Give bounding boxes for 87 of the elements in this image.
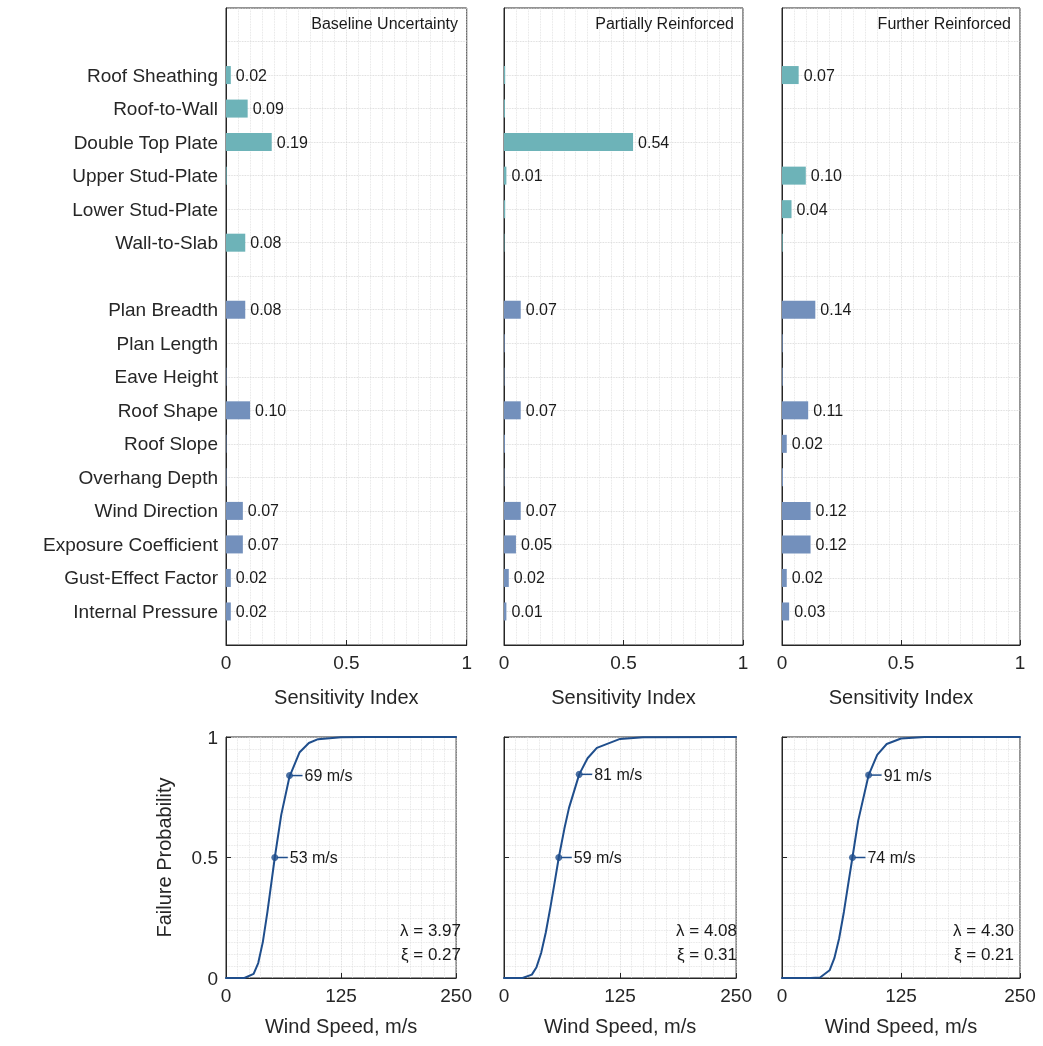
data-label: 0.07 [247, 502, 280, 520]
y-tick-label: Roof-to-Wall [113, 98, 218, 120]
annotation: 74 m/s [867, 849, 916, 866]
y-tick-label: Overhang Depth [78, 466, 218, 488]
y-tick-label: 0.5 [191, 847, 218, 868]
data-label: 0.09 [252, 100, 284, 118]
data-label: 0.07 [525, 301, 557, 319]
data-label: 0.01 [511, 167, 543, 185]
data-label: 0.19 [276, 133, 308, 151]
data-label: 0.14 [820, 301, 852, 319]
y-tick-label: Roof Slope [123, 433, 218, 455]
chart-title: Baseline Uncertainty [311, 14, 459, 32]
x-tick-label: 0 [776, 985, 788, 1006]
x-axis-title: Sensitivity Index [551, 686, 696, 708]
x-tick-label: 0 [220, 985, 232, 1006]
y-tick-label: Plan Length [116, 332, 218, 354]
x-tick-label: 125 [604, 985, 636, 1006]
data-label: 0.07 [803, 66, 835, 84]
x-tick-label: 0 [498, 985, 510, 1006]
x-tick-label: 0.5 [887, 652, 915, 673]
y-tick-label: Lower Stud-Plate [72, 198, 218, 220]
y-tick-label: Internal Pressure [73, 600, 218, 622]
y-tick-label: Double Top Plate [73, 131, 218, 153]
x-tick-label: 250 [720, 985, 752, 1006]
annotation: 59 m/s [573, 849, 622, 866]
data-label: 0.08 [250, 234, 282, 252]
chart-title: Further Reinforced [877, 14, 1011, 32]
y-tick-label: Wall-to-Slab [115, 232, 218, 254]
x-axis-title: Sensitivity Index [274, 686, 419, 708]
annotation: 81 m/s [594, 765, 643, 783]
x-tick-label: 0.5 [333, 652, 360, 673]
data-label: 0.02 [235, 66, 268, 84]
y-tick-label: Wind Direction [94, 500, 218, 522]
x-tick-label: 0.5 [610, 652, 637, 673]
y-tick-label: Exposure Coefficient [43, 533, 219, 555]
data-label: 0.05 [520, 535, 553, 553]
y-tick-label: Upper Stud-Plate [72, 165, 218, 187]
y-tick-label: 1 [207, 726, 218, 748]
x-tick-label: 0 [776, 652, 788, 673]
data-label: 0.11 [813, 401, 844, 419]
y-tick-label: Roof Sheathing [87, 64, 218, 86]
data-label: 0.03 [794, 602, 826, 620]
y-tick-label: 0 [207, 967, 218, 989]
data-label: 0.02 [513, 569, 546, 587]
data-label: 0.54 [638, 133, 670, 151]
data-label: 0.12 [815, 502, 847, 520]
annotation: 69 m/s [304, 767, 353, 785]
x-axis-title: Sensitivity Index [828, 686, 974, 708]
data-label: 0.02 [791, 569, 823, 587]
y-tick-label: Roof Shape [117, 399, 218, 421]
data-label: 0.02 [235, 602, 268, 620]
x-tick-label: 1 [737, 652, 749, 673]
data-label: 0.01 [511, 602, 543, 620]
data-label: 0.02 [235, 569, 268, 587]
annotation: λ = 3.97 [400, 921, 462, 940]
x-tick-label: 250 [1004, 985, 1036, 1006]
annotation: ξ = 0.21 [953, 945, 1015, 964]
data-label: 0.02 [791, 435, 823, 453]
annotation: λ = 4.30 [953, 921, 1015, 940]
x-tick-label: 125 [325, 985, 357, 1006]
x-tick-label: 0 [498, 652, 510, 673]
data-label: 0.07 [525, 401, 557, 419]
y-tick-label: Gust-Effect Factor [64, 567, 219, 589]
x-axis-title: Wind Speed, m/s [264, 1015, 418, 1037]
x-axis-title: Wind Speed, m/s [824, 1015, 978, 1037]
annotation: 91 m/s [883, 766, 932, 784]
data-label: 0.07 [525, 502, 557, 520]
data-label: 0.07 [247, 535, 280, 553]
chart-title: Partially Reinforced [595, 14, 735, 32]
y-tick-label: Eave Height [114, 366, 219, 388]
annotation: 53 m/s [289, 849, 338, 866]
x-tick-label: 1 [1014, 652, 1026, 673]
annotation: ξ = 0.31 [676, 945, 738, 964]
data-label: 0.04 [796, 200, 828, 218]
x-tick-label: 250 [440, 985, 472, 1006]
annotation: ξ = 0.27 [400, 945, 462, 964]
y-axis-title: Failure Probability [153, 777, 175, 938]
x-axis-title: Wind Speed, m/s [543, 1015, 697, 1037]
y-tick-label: Plan Breadth [108, 299, 218, 321]
data-label: 0.10 [255, 401, 287, 419]
x-tick-label: 0 [220, 652, 232, 673]
data-label: 0.12 [815, 535, 847, 553]
x-tick-label: 125 [885, 985, 917, 1006]
annotation: λ = 4.08 [676, 921, 738, 940]
x-tick-label: 1 [461, 652, 473, 673]
data-label: 0.10 [810, 167, 843, 185]
data-label: 0.08 [250, 301, 282, 319]
